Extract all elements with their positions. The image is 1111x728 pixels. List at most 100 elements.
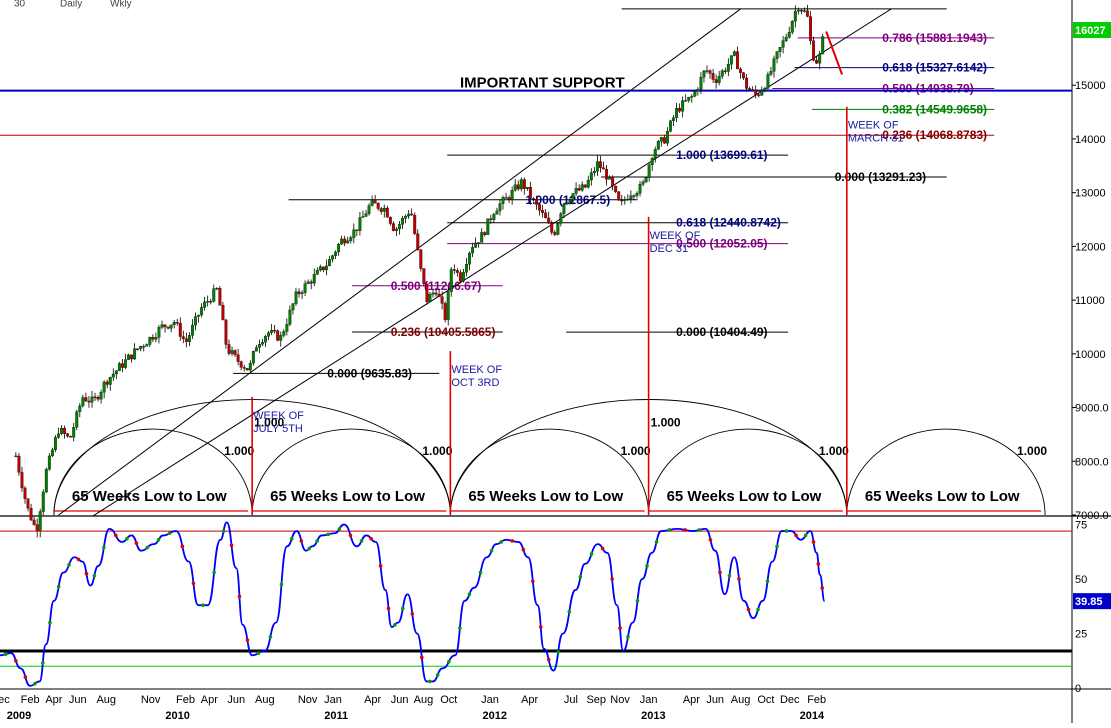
price-candles (14, 4, 825, 538)
candle-body (251, 351, 255, 364)
candle-body (364, 213, 368, 217)
price-tick-label: 8000.0 (1075, 456, 1109, 468)
candle-body (723, 70, 727, 72)
cycle-marker-label: WEEK OF DEC 31 (650, 230, 701, 255)
fib-label: 1.000 (13699.61) (676, 148, 767, 162)
candle-body (806, 10, 809, 17)
candle-body (111, 373, 115, 378)
toolbar-label[interactable]: 30 (14, 0, 26, 9)
candle-body (63, 427, 67, 434)
cycle-span-label: 65 Weeks Low to Low (72, 488, 227, 505)
year-label: 2011 (324, 710, 348, 722)
candle-body (799, 10, 803, 12)
candle-body (133, 348, 137, 360)
candle-body (772, 58, 776, 72)
toolbar-label[interactable]: Wkly (110, 0, 132, 9)
cycle-span-label: 65 Weeks Low to Low (468, 488, 623, 505)
candle-body (328, 259, 331, 267)
cycle-arc-ratio: 1.000 (819, 444, 849, 458)
candle-body (571, 193, 575, 201)
candle-body (236, 354, 240, 362)
oscillator-dot (289, 536, 294, 541)
candle-body (209, 301, 213, 303)
candle-body (532, 198, 535, 200)
candle-body (151, 337, 155, 340)
oscillator-dot (600, 546, 605, 551)
cycle-span-label: 65 Weeks Low to Low (865, 488, 1020, 505)
candle-body (431, 292, 435, 295)
candle-body (108, 377, 112, 385)
candle-body (334, 251, 338, 256)
candle-body (662, 137, 666, 144)
candle-body (157, 327, 161, 338)
candle-body (163, 324, 167, 328)
month-label: Oct (757, 694, 774, 706)
year-label: 2012 (483, 710, 507, 722)
toolbar-strip[interactable]: 30 Daily Wkly (14, 0, 132, 9)
month-label: Apr (45, 694, 62, 706)
candle-body (321, 266, 325, 271)
cycle-span-label: 65 Weeks Low to Low (270, 488, 425, 505)
cycle-marker-label: WEEK OF OCT 3RD (451, 364, 502, 389)
cycle-arc (53, 428, 253, 516)
oscillator-dot (23, 675, 28, 679)
candle-body (419, 249, 423, 269)
osc-tick-label: 50 (1075, 574, 1087, 586)
oscillator-dot (784, 529, 789, 533)
oscillator-dot (489, 548, 494, 553)
price-tick-label: 14000 (1075, 134, 1106, 146)
candle-body (130, 354, 134, 360)
candle-body (206, 301, 210, 303)
fib-label: 0.000 (10404.49) (676, 325, 767, 339)
candle-body (270, 329, 274, 333)
oscillator-line (0, 521, 826, 687)
fib-label: 0.000 (13291.23) (835, 170, 926, 184)
candle-body (802, 10, 806, 12)
oscillator-dot (393, 622, 397, 627)
candle-body (681, 100, 685, 112)
candle-body (428, 293, 432, 302)
month-label: Nov (141, 694, 161, 706)
candle-body (702, 70, 706, 78)
candle-body (705, 70, 709, 72)
candle-body (748, 88, 752, 90)
osc-tick-label: 25 (1075, 629, 1087, 641)
oscillator-dot (386, 606, 391, 611)
candle-body (416, 233, 420, 250)
candle-body (656, 141, 660, 150)
candle-body (385, 207, 389, 218)
oscillator-dot (14, 658, 18, 663)
cycle-arcs: 1.000 65 Weeks Low to Low 1.000 65 Weeks Lo… (53, 399, 1047, 516)
oscillator-dot (708, 537, 713, 542)
toolbar-label[interactable]: Daily (60, 0, 82, 9)
candle-body (203, 301, 207, 308)
oscillator-dot (727, 573, 732, 578)
oscillator-dot (315, 539, 319, 543)
oscillator-dot (256, 651, 261, 655)
cycle-arc-ratio: 1.000 (422, 444, 452, 458)
candle-body (796, 10, 800, 12)
candle-body (136, 348, 140, 350)
candle-body (498, 203, 502, 212)
month-label: Apr (201, 694, 218, 706)
candle-body (200, 307, 204, 316)
candle-body (212, 288, 216, 302)
candle-body (422, 268, 426, 284)
oscillator-dot (84, 571, 89, 576)
candle-body (708, 70, 712, 74)
oscillator-dot (212, 570, 216, 575)
candle-body (641, 181, 645, 185)
candle-body (632, 195, 636, 197)
candle-body (145, 344, 149, 347)
candle-body (346, 240, 350, 244)
candle-body (102, 381, 106, 393)
oscillator-dot (191, 581, 196, 586)
candle-body (288, 309, 292, 325)
oscillator-dot (635, 599, 640, 603)
oscillator-dot (56, 584, 61, 589)
cycle-markers: WEEK OF JULY 5TH WEEK OF OCT 3RD WEEK OF DEC … (251, 106, 903, 515)
candle-body (729, 55, 733, 65)
candle-body (315, 269, 319, 275)
candle-body (501, 197, 505, 204)
candle-body (276, 330, 280, 341)
